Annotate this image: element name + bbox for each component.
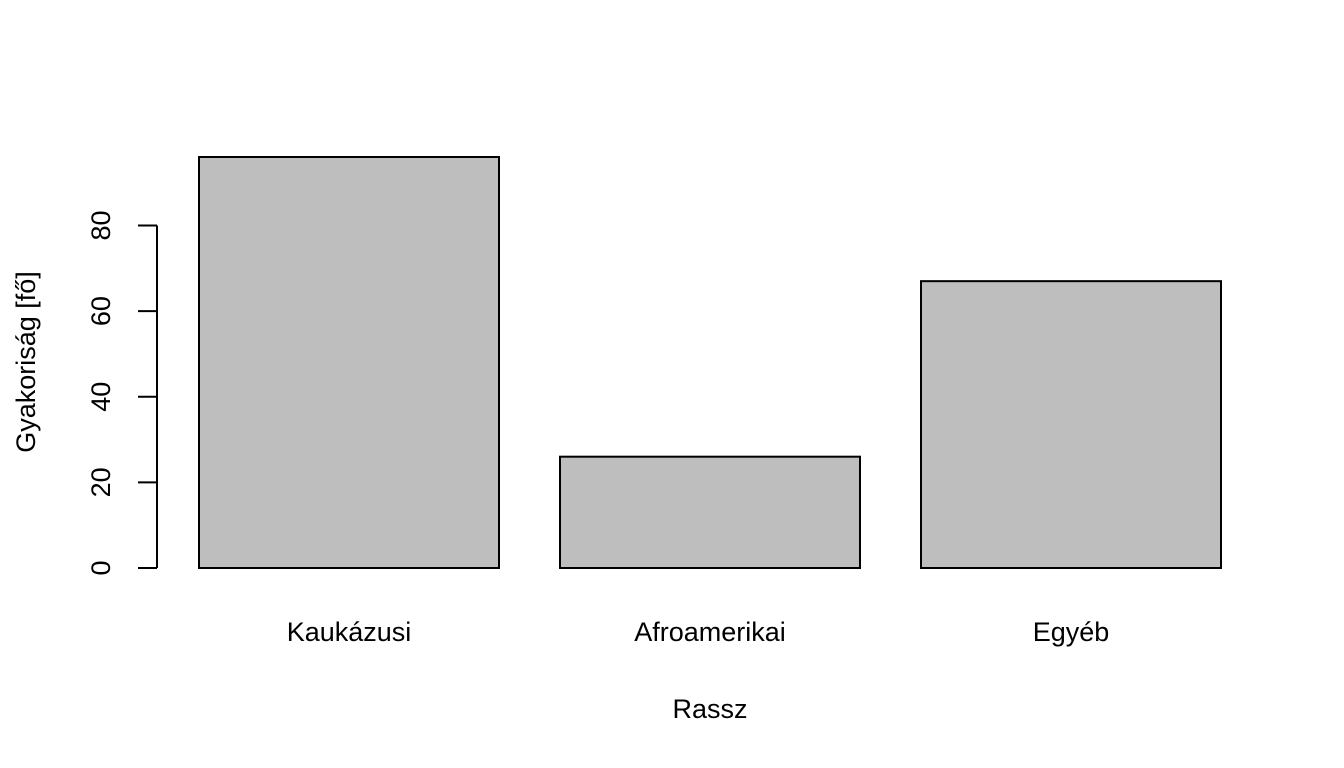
bar-1 xyxy=(198,156,500,569)
x-category-labels: Kaukázusi Afroamerikai Egyéb xyxy=(287,617,1110,647)
x-tick-label: Kaukázusi xyxy=(287,617,412,647)
x-tick-label: Egyéb xyxy=(1033,617,1110,647)
bar-2 xyxy=(559,455,861,569)
x-tick-label: Afroamerikai xyxy=(634,617,786,647)
y-tick-label: 80 xyxy=(86,210,116,240)
bar-3 xyxy=(920,280,1222,569)
y-tick-label: 20 xyxy=(86,467,116,497)
y-axis: 0 20 40 60 80 xyxy=(86,210,158,576)
y-axis-title: Gyakoriság [fő] xyxy=(11,271,41,453)
y-tick-label: 0 xyxy=(86,560,116,575)
bars-group xyxy=(198,156,1222,569)
y-tick-label: 60 xyxy=(86,296,116,326)
y-tick-label: 40 xyxy=(86,382,116,412)
x-axis-title: Rassz xyxy=(672,694,747,724)
